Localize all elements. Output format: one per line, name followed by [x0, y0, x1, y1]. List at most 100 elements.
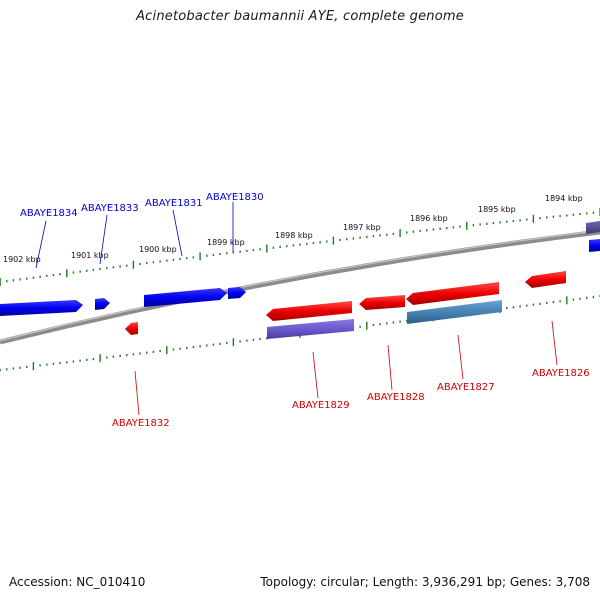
- minor-tick: [212, 343, 215, 346]
- gene-label-abaye1827[interactable]: ABAYE1827: [437, 382, 495, 393]
- major-tick: [166, 346, 168, 355]
- minor-tick: [286, 245, 288, 248]
- minor-tick: [186, 257, 188, 260]
- gene-abaye1828-arrow[interactable]: [359, 295, 405, 310]
- minor-tick: [586, 212, 588, 215]
- minor-tick: [79, 270, 81, 273]
- gene-label-abaye1826[interactable]: ABAYE1826: [532, 368, 590, 379]
- gene-abaye1826-arrow[interactable]: [525, 271, 566, 288]
- major-tick: [66, 269, 68, 278]
- cds-abaye1827-block[interactable]: [407, 300, 502, 324]
- minor-tick: [12, 367, 15, 370]
- major-tick: [566, 296, 568, 305]
- gene-label-abaye1828[interactable]: ABAYE1828: [367, 392, 425, 403]
- minor-tick: [239, 340, 241, 343]
- minor-tick: [559, 300, 561, 303]
- minor-tick: [326, 240, 328, 243]
- minor-tick: [592, 211, 595, 214]
- minor-tick: [152, 350, 155, 353]
- major-tick: [99, 354, 101, 363]
- minor-tick: [426, 229, 428, 232]
- minor-tick: [312, 241, 315, 245]
- minor-tick: [392, 232, 395, 236]
- minor-tick: [226, 342, 228, 345]
- minor-tick: [439, 227, 441, 230]
- kbp-label: 1896 kbp: [410, 214, 448, 223]
- minor-tick: [526, 304, 528, 307]
- major-tick: [332, 236, 335, 245]
- minor-tick: [19, 366, 21, 369]
- minor-tick: [499, 221, 501, 224]
- major-tick: [399, 229, 401, 238]
- minor-tick: [539, 217, 541, 220]
- major-tick: [32, 362, 35, 371]
- minor-tick: [379, 234, 381, 237]
- minor-tick: [212, 253, 215, 256]
- minor-tick: [419, 229, 421, 233]
- reverse-gene-labels: ABAYE1832 ABAYE1829 ABAYE1828 ABAYE1827 …: [112, 320, 590, 429]
- minor-tick: [492, 222, 495, 225]
- minor-tick: [179, 347, 181, 350]
- minor-tick: [132, 353, 135, 356]
- minor-tick: [6, 280, 8, 283]
- major-tick: [232, 338, 235, 347]
- minor-tick: [159, 260, 161, 263]
- gene-abaye1829-arrow[interactable]: [266, 301, 352, 321]
- minor-tick: [192, 256, 195, 259]
- gene-label-abaye1832[interactable]: ABAYE1832: [112, 418, 170, 429]
- minor-tick: [112, 355, 115, 358]
- minor-tick: [506, 307, 508, 310]
- minor-tick: [359, 325, 361, 328]
- gene-label-abaye1831[interactable]: ABAYE1831: [145, 198, 203, 209]
- gene-abaye1827-arrow[interactable]: [406, 282, 499, 305]
- gene-label-abaye1830[interactable]: ABAYE1830: [206, 192, 264, 203]
- minor-tick: [39, 364, 41, 367]
- minor-tick: [32, 276, 35, 279]
- minor-tick: [92, 268, 95, 271]
- minor-tick: [259, 337, 261, 341]
- minor-tick: [532, 303, 535, 306]
- minor-tick: [52, 274, 55, 277]
- minor-tick: [186, 346, 188, 349]
- minor-tick: [179, 257, 181, 261]
- minor-tick: [26, 277, 28, 280]
- minor-tick: [552, 215, 555, 218]
- minor-tick: [126, 354, 128, 357]
- minor-tick: [59, 273, 61, 276]
- minor-tick: [359, 236, 361, 239]
- minor-tick: [399, 320, 401, 323]
- major-tick: [199, 252, 201, 261]
- gene-edge-arrow[interactable]: [589, 239, 600, 252]
- minor-tick: [106, 267, 108, 270]
- gene-abaye1831-arrow[interactable]: [144, 288, 227, 307]
- minor-tick: [199, 345, 201, 348]
- minor-tick: [406, 231, 408, 234]
- gene-label-abaye1829[interactable]: ABAYE1829: [292, 400, 350, 411]
- minor-tick: [79, 359, 81, 362]
- gene-abaye1832-arrow[interactable]: [125, 322, 138, 335]
- gene-label-abaye1833[interactable]: ABAYE1833: [81, 203, 139, 214]
- forward-gene-labels: ABAYE1834 ABAYE1833 ABAYE1831 ABAYE1830: [20, 192, 264, 269]
- gene-abaye1834-arrow[interactable]: [0, 300, 83, 316]
- kbp-label: 1894 kbp: [545, 194, 583, 203]
- gene-abaye1833-arrow[interactable]: [95, 298, 110, 310]
- major-tick: [466, 221, 468, 230]
- minor-tick: [19, 278, 21, 281]
- minor-tick: [106, 356, 108, 359]
- gene-abaye1830-arrow[interactable]: [228, 287, 246, 299]
- minor-tick: [272, 246, 275, 249]
- minor-tick: [586, 296, 588, 299]
- minor-tick: [86, 358, 88, 361]
- cds-edge-block[interactable]: [586, 221, 600, 234]
- kbp-label: 1895 kbp: [478, 205, 516, 214]
- minor-tick: [206, 344, 208, 347]
- minor-tick: [386, 322, 388, 325]
- minor-tick: [512, 219, 515, 223]
- gene-label-abaye1834[interactable]: ABAYE1834: [20, 208, 78, 219]
- minor-tick: [0, 369, 1, 372]
- minor-tick: [406, 319, 408, 322]
- minor-tick: [519, 305, 521, 308]
- cds-abaye1829-block[interactable]: [267, 319, 354, 339]
- minor-tick: [146, 351, 148, 354]
